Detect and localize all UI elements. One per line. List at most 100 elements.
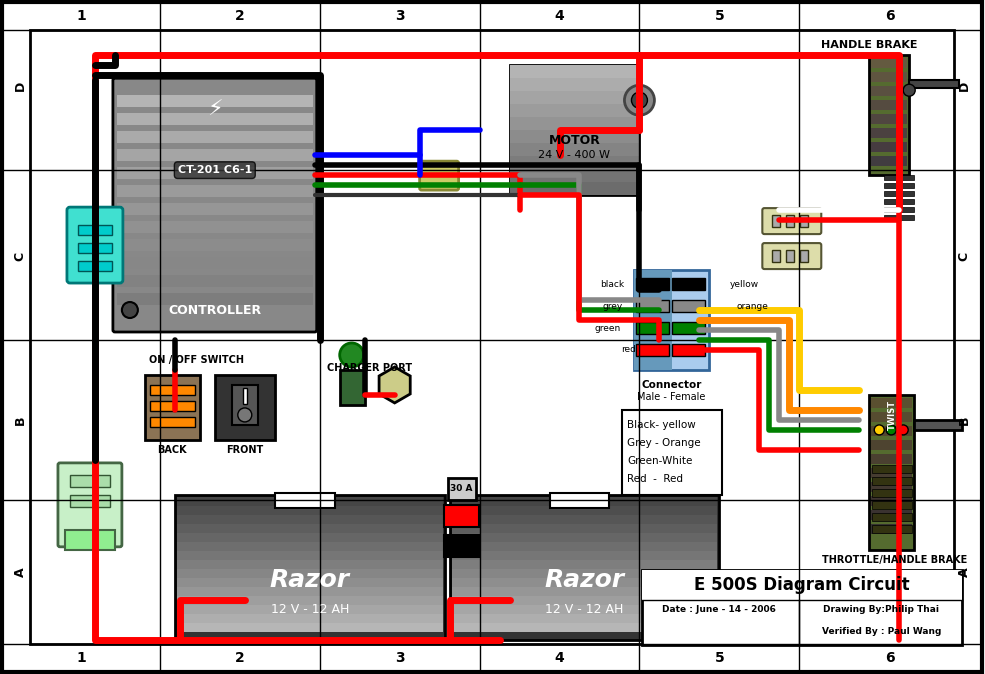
Bar: [673, 344, 705, 356]
Bar: [509, 169, 639, 182]
Bar: [177, 560, 442, 569]
Text: MOTOR: MOTOR: [549, 133, 601, 147]
Text: 2: 2: [234, 650, 244, 665]
Bar: [451, 515, 717, 524]
FancyBboxPatch shape: [762, 243, 821, 269]
Bar: [117, 257, 312, 269]
Text: 12 V - 12 AH: 12 V - 12 AH: [546, 603, 624, 616]
Text: 5: 5: [714, 650, 724, 665]
Bar: [117, 239, 312, 251]
Bar: [873, 465, 912, 473]
Text: 3: 3: [395, 650, 405, 665]
Text: 24 V - 400 W: 24 V - 400 W: [539, 150, 611, 160]
Bar: [872, 496, 912, 506]
Bar: [786, 215, 794, 227]
Text: Red  -  Red: Red - Red: [627, 474, 684, 484]
Text: 6: 6: [886, 9, 895, 24]
Bar: [117, 293, 312, 305]
Bar: [509, 156, 639, 169]
Bar: [634, 270, 673, 370]
Text: Razor: Razor: [545, 568, 624, 592]
Bar: [636, 300, 670, 312]
Bar: [242, 388, 247, 404]
Bar: [117, 95, 312, 107]
Text: THROTTLE/HANDLE BRAKE: THROTTLE/HANDLE BRAKE: [821, 555, 967, 565]
Bar: [451, 506, 717, 515]
Bar: [443, 505, 479, 527]
Text: 1: 1: [76, 650, 86, 665]
Text: C: C: [957, 251, 970, 261]
Text: B: B: [14, 415, 27, 425]
Bar: [117, 131, 312, 143]
Bar: [872, 86, 907, 96]
Bar: [873, 525, 912, 533]
Text: Verified By : Paul Wang: Verified By : Paul Wang: [821, 627, 941, 636]
Bar: [451, 578, 717, 587]
Bar: [509, 65, 639, 78]
Bar: [340, 370, 364, 405]
Text: black: black: [600, 280, 624, 288]
Bar: [215, 375, 275, 440]
Bar: [873, 501, 912, 509]
Bar: [177, 533, 442, 542]
Bar: [673, 300, 705, 312]
Bar: [509, 65, 639, 195]
Text: Male - Female: Male - Female: [637, 392, 705, 402]
Bar: [642, 570, 962, 645]
Bar: [117, 113, 312, 125]
Text: Green-White: Green-White: [627, 456, 692, 466]
Bar: [177, 596, 442, 605]
Bar: [872, 72, 907, 82]
Text: 1: 1: [76, 9, 86, 24]
Bar: [117, 185, 312, 197]
Text: red: red: [622, 346, 636, 355]
FancyBboxPatch shape: [58, 463, 122, 547]
Bar: [869, 55, 909, 175]
Bar: [177, 515, 442, 524]
Text: 2: 2: [234, 9, 244, 24]
Circle shape: [898, 425, 908, 435]
Text: 5: 5: [714, 9, 724, 24]
Bar: [872, 142, 907, 152]
Bar: [451, 596, 717, 605]
Bar: [885, 215, 914, 220]
Text: ⚡: ⚡: [207, 100, 223, 120]
Bar: [772, 250, 780, 262]
Bar: [449, 495, 719, 640]
Bar: [869, 395, 914, 550]
Text: A: A: [14, 567, 27, 576]
Text: green: green: [594, 324, 621, 332]
Text: D: D: [14, 81, 27, 92]
Bar: [872, 398, 912, 408]
Bar: [872, 454, 912, 464]
Text: grey: grey: [602, 301, 623, 311]
Bar: [550, 493, 610, 508]
Bar: [509, 130, 639, 143]
Bar: [885, 199, 914, 204]
Text: yellow: yellow: [729, 280, 758, 288]
Bar: [177, 569, 442, 578]
Bar: [70, 495, 110, 507]
Text: CHARGER PORT: CHARGER PORT: [327, 363, 413, 373]
Bar: [872, 468, 912, 478]
Text: A: A: [957, 567, 970, 576]
FancyBboxPatch shape: [113, 78, 317, 332]
Text: CONTROLLER: CONTROLLER: [168, 303, 261, 317]
Bar: [623, 410, 722, 495]
Bar: [177, 551, 442, 560]
Bar: [673, 322, 705, 334]
Bar: [909, 80, 959, 88]
Bar: [642, 570, 962, 600]
Text: E 500S Diagram Circuit: E 500S Diagram Circuit: [694, 576, 910, 594]
Bar: [885, 183, 914, 188]
Bar: [451, 560, 717, 569]
Bar: [636, 344, 670, 356]
Bar: [451, 587, 717, 596]
Bar: [275, 493, 335, 508]
Text: D: D: [957, 81, 970, 92]
FancyBboxPatch shape: [420, 161, 459, 190]
Bar: [177, 497, 442, 506]
Bar: [177, 506, 442, 515]
Bar: [117, 221, 312, 233]
Bar: [634, 270, 709, 370]
